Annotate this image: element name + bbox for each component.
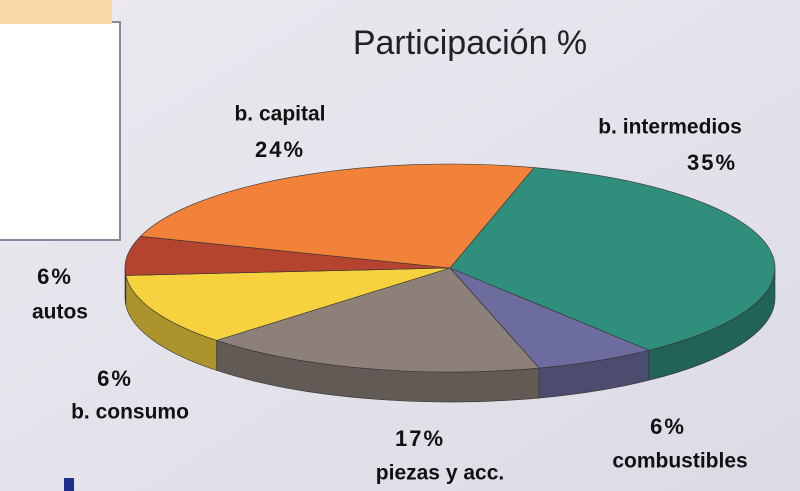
value-label: 6%: [650, 414, 686, 439]
slice: [124, 236, 451, 276]
slice: [215, 267, 540, 373]
slice-label: b. intermedios: [598, 116, 742, 139]
value-label: 6%: [37, 264, 73, 289]
value-label: 17%: [395, 426, 445, 451]
slice: [449, 267, 650, 369]
slice: [125, 267, 451, 341]
slice-label: b. consumo: [71, 401, 189, 424]
slice-label: combustibles: [612, 450, 747, 473]
decoration: [64, 478, 74, 491]
value-label: 24%: [255, 137, 305, 162]
slice-label: b. capital: [234, 103, 325, 126]
value-label: 35%: [687, 150, 737, 175]
slice: [139, 163, 535, 269]
slice-label: autos: [32, 301, 88, 324]
panel-box: [0, 21, 121, 241]
chart-title: Participación %: [353, 24, 587, 62]
slice: [449, 167, 776, 351]
slice-label: piezas y acc.: [376, 462, 504, 485]
value-label: 6%: [97, 366, 133, 391]
panel-header: [0, 0, 112, 24]
